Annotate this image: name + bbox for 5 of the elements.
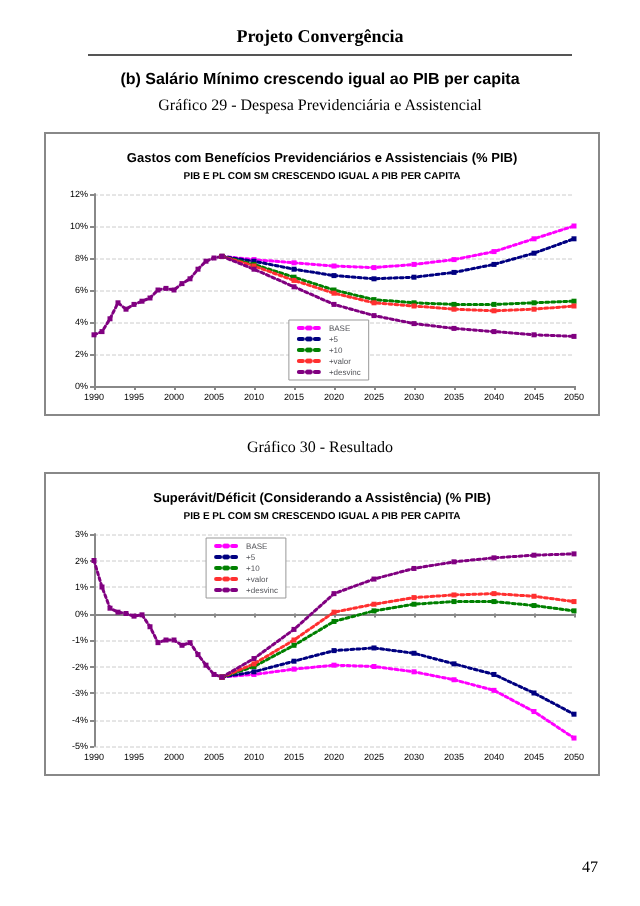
text: Gráfico 29 - Despesa Previdenciária e Assistencial [156,96,484,116]
text: (b) Salário Mínimo crescendo igual ao PIB per capita [118,70,522,90]
text: 47 [580,858,600,878]
text: Gráfico 30 - Resultado [244,438,396,458]
text: Projeto Convergência [234,26,406,48]
